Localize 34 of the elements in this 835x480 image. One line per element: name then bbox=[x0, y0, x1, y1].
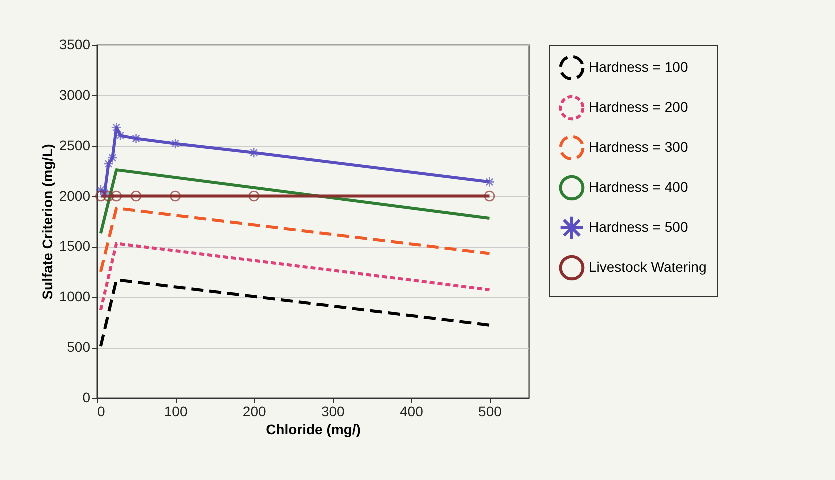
legend-label: Hardness = 100 bbox=[589, 59, 688, 75]
x-axis-title: Chloride (mg/) bbox=[266, 422, 361, 438]
point bbox=[248, 190, 260, 202]
legend-label: Livestock Watering bbox=[589, 259, 707, 275]
point bbox=[103, 158, 114, 170]
point bbox=[96, 190, 106, 202]
y-tick-label: 0 bbox=[82, 390, 91, 406]
legend-label: Hardness = 400 bbox=[589, 179, 688, 195]
legend-label: Hardness = 300 bbox=[589, 139, 688, 155]
y-tick-label: 3000 bbox=[59, 86, 91, 103]
x-tick-label: 300 bbox=[321, 404, 346, 420]
point bbox=[248, 148, 260, 158]
legend-label: Hardness = 500 bbox=[589, 219, 688, 235]
x-tick-label: 200 bbox=[242, 404, 266, 420]
y-axis-title: Sulfate Criterion (mg/L) bbox=[39, 144, 56, 300]
point bbox=[130, 190, 142, 202]
legend-label: Hardness = 200 bbox=[589, 99, 688, 115]
point bbox=[103, 190, 114, 202]
x-tick-label: 0 bbox=[98, 404, 106, 420]
y-tick-label: 2500 bbox=[59, 137, 91, 154]
y-tick-label: 500 bbox=[67, 339, 91, 356]
y-tick-label: 2000 bbox=[59, 188, 91, 204]
y-tick-label: 3500 bbox=[59, 36, 91, 52]
point bbox=[484, 190, 496, 202]
point bbox=[107, 152, 118, 164]
point bbox=[170, 190, 181, 202]
point bbox=[115, 130, 126, 142]
point bbox=[170, 138, 181, 150]
x-tick-label: 400 bbox=[400, 404, 424, 420]
y-tick-label: 1000 bbox=[59, 288, 91, 305]
y-tick-label: 1500 bbox=[59, 238, 91, 254]
point bbox=[111, 190, 122, 202]
x-tick-label: 500 bbox=[478, 404, 502, 420]
x-tick-label: 100 bbox=[164, 404, 188, 420]
